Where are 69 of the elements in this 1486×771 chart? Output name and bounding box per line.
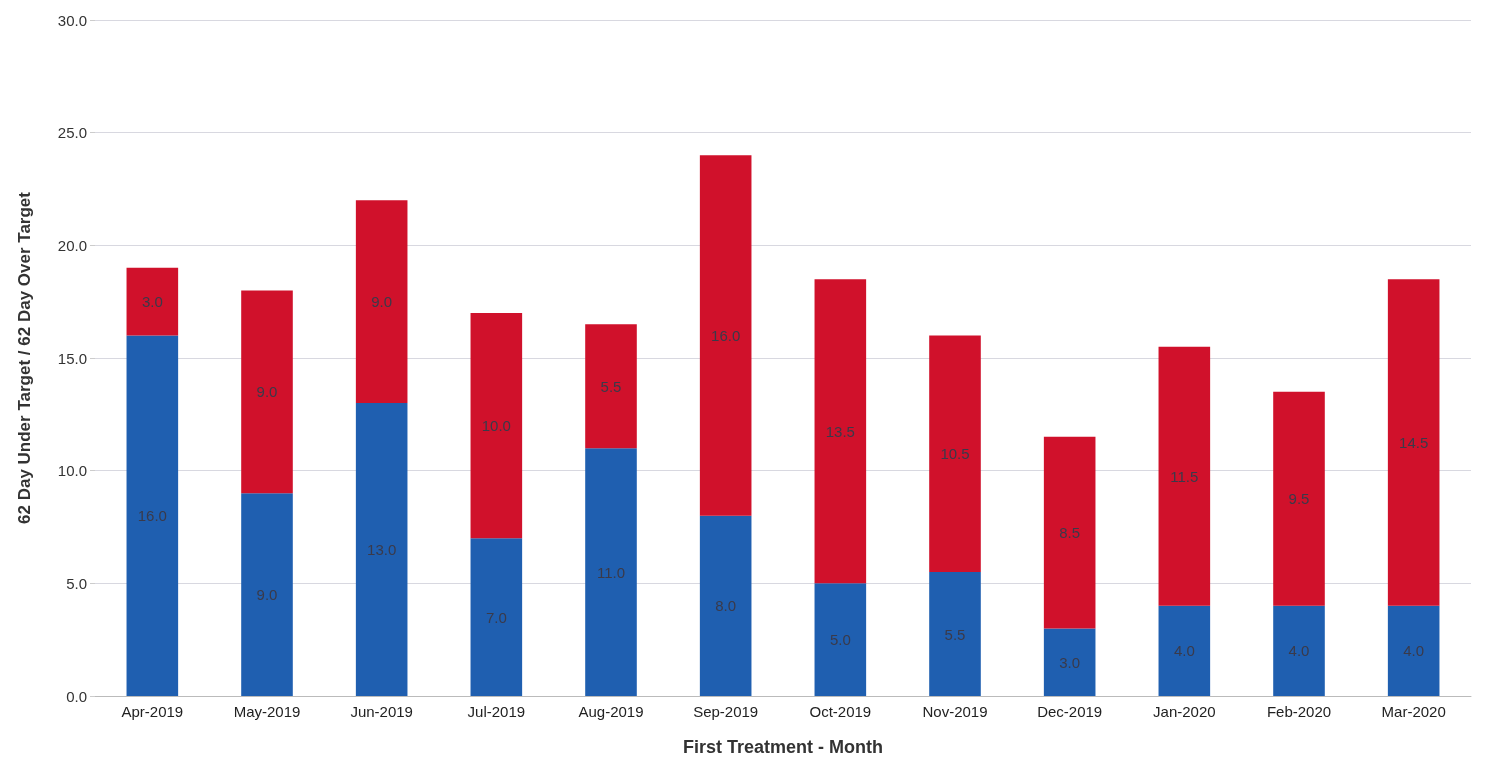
y-tick-label: 15.0 (57, 349, 87, 367)
bar (1273, 391, 1325, 606)
bar (699, 515, 752, 696)
bar (470, 538, 523, 696)
bar (1387, 605, 1440, 696)
y-tick-label: 20.0 (57, 236, 87, 254)
x-tick-label: Dec-2019 (1037, 703, 1103, 720)
data-label: 13.0 (367, 541, 397, 559)
x-tick-label: Jun-2019 (350, 703, 413, 720)
bar (814, 583, 867, 696)
bar (929, 335, 981, 573)
data-label: 14.5 (1399, 434, 1429, 451)
x-tick-label: Jan-2020 (1153, 703, 1216, 720)
bar (1043, 436, 1096, 629)
bar (241, 290, 293, 494)
bar (126, 267, 179, 336)
y-tick-label: 5.0 (66, 574, 87, 592)
y-tick-label: 30.0 (57, 11, 87, 29)
bar (470, 312, 523, 539)
data-label: 5.5 (944, 625, 966, 643)
bar (1158, 346, 1211, 606)
data-label: 9.0 (256, 586, 278, 604)
bar (1273, 605, 1325, 696)
bar (699, 155, 752, 516)
data-label: 5.0 (829, 631, 851, 649)
bar (585, 448, 637, 696)
y-tick-label: 0.0 (66, 687, 87, 705)
bar (355, 403, 408, 696)
data-label: 3.0 (141, 293, 163, 311)
data-label: 4.0 (1288, 642, 1310, 660)
x-axis-title: First Treatment - Month (682, 737, 884, 757)
data-label: 9.0 (256, 383, 278, 401)
data-label: 16.0 (711, 326, 741, 344)
data-label: 5.5 (600, 377, 622, 395)
data-label: 11.5 (1170, 467, 1199, 485)
y-axis-title: 62 Day Under Target / 62 Day Over Target (15, 191, 34, 524)
x-tick-label: Jul-2019 (467, 703, 526, 720)
x-tick-label: Oct-2019 (809, 703, 872, 720)
data-label: 13.5 (825, 422, 855, 440)
data-label: 4.0 (1403, 642, 1425, 660)
bar (1158, 605, 1211, 696)
x-tick-label: Aug-2019 (578, 703, 644, 720)
bar (929, 572, 981, 696)
bar (355, 200, 408, 404)
data-label: 4.0 (1173, 642, 1195, 660)
data-label: 9.5 (1288, 490, 1310, 508)
data-label: 7.0 (485, 608, 507, 626)
x-tick-label: May-2019 (233, 703, 301, 720)
bar (1043, 628, 1096, 696)
bar (126, 335, 179, 696)
x-tick-label: Sep-2019 (693, 703, 759, 720)
bar (814, 279, 867, 584)
data-label: 9.0 (371, 293, 393, 311)
x-tick-label: Nov-2019 (922, 703, 988, 720)
x-tick-label: Apr-2019 (121, 703, 184, 720)
data-label: 10.5 (940, 445, 970, 463)
y-tick-label: 10.0 (57, 462, 87, 480)
data-label: 8.5 (1059, 524, 1081, 542)
bar (585, 324, 637, 449)
x-tick-label: Mar-2020 (1381, 703, 1446, 720)
data-label: 11.0 (596, 563, 626, 581)
data-label: 8.0 (715, 597, 737, 615)
x-tick-label: Feb-2020 (1266, 703, 1332, 720)
data-label: 3.0 (1059, 653, 1081, 671)
bar (1387, 279, 1440, 606)
data-label: 10.0 (481, 417, 511, 435)
data-label: 16.0 (137, 507, 167, 525)
bar (241, 493, 293, 696)
y-tick-label: 25.0 (57, 124, 87, 142)
